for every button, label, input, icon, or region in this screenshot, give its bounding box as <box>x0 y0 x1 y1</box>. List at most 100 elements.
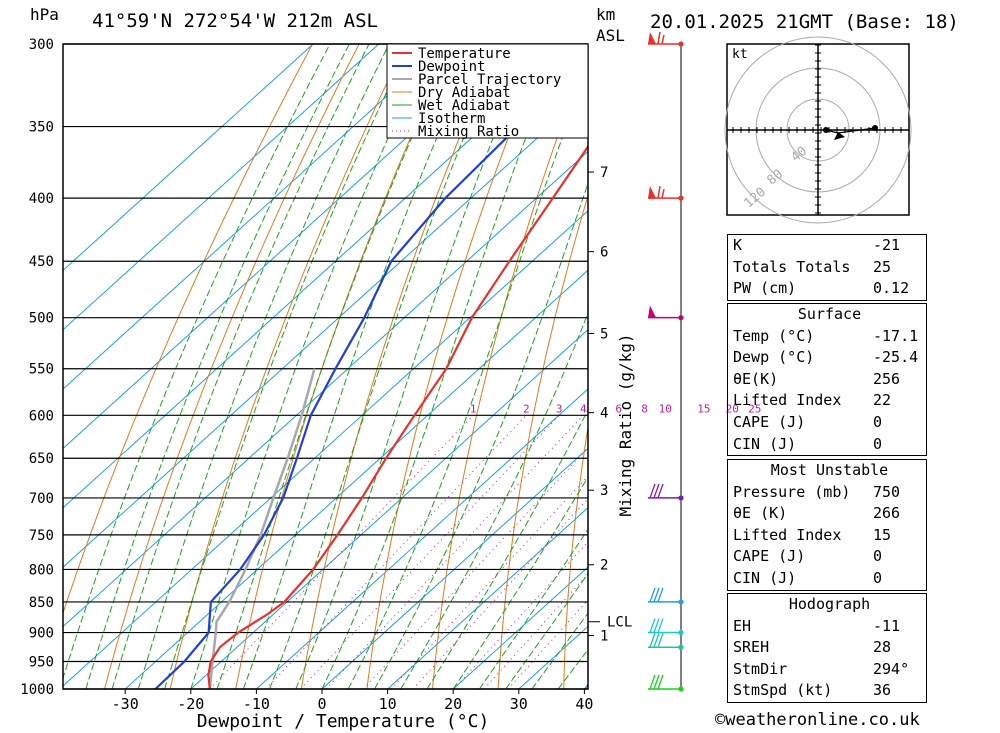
index-label: CIN (J) <box>733 434 797 453</box>
wind-barb-dot <box>678 644 684 650</box>
pressure-tick-label: 600 <box>29 408 54 424</box>
km-tick-label: 5 <box>600 326 608 342</box>
wet-adiabat-line <box>478 528 588 689</box>
mixing-ratio-line <box>363 447 588 689</box>
datetime-label: 20.01.2025 21GMT (Base: 18) <box>650 11 959 33</box>
mixing-ratio-label: 4 <box>580 402 587 415</box>
wet-adiabat-line <box>505 572 588 689</box>
index-value: -17.1 <box>873 326 919 345</box>
isotherm-line <box>124 269 588 689</box>
wind-barb <box>648 305 684 321</box>
isotherm-line <box>63 44 314 272</box>
wind-barb <box>648 633 684 650</box>
temperature-line <box>207 144 588 689</box>
location-label: 41°59'N 272°54'W 212m ASL <box>92 10 378 32</box>
legend-isotherm: Isotherm <box>418 111 485 127</box>
isotherm-line <box>321 447 588 689</box>
hodo-row: EH -11 <box>728 616 926 638</box>
isotherm-line <box>63 210 588 687</box>
wet-adiabat-line <box>137 44 390 689</box>
x-tick-label: 40 <box>575 695 593 713</box>
x-tick-label: -10 <box>243 695 270 713</box>
surface-row: Temp (°C) -17.1 <box>728 326 926 348</box>
surface-row: CIN (J) 0 <box>728 434 926 456</box>
mixing-ratio-line <box>325 414 584 689</box>
mixing-ratio-label: 2 <box>523 402 530 415</box>
wind-barb-dot <box>678 41 684 47</box>
wind-barb-flag <box>653 483 660 499</box>
wind-barb-flag <box>657 483 664 499</box>
index-value: 36 <box>873 681 892 700</box>
index-row-totals: Totals Totals 25 <box>728 257 926 279</box>
wet-adiabat-line <box>374 181 588 689</box>
index-value: 294° <box>873 659 910 678</box>
index-label: StmSpd (kt) <box>733 681 833 700</box>
km-tick-label: 2 <box>600 558 608 574</box>
pressure-tick-label: 700 <box>29 491 54 507</box>
wet-adiabat-line <box>295 44 532 689</box>
index-label: θE (K) <box>733 504 788 523</box>
wind-barb-dot <box>678 195 684 201</box>
asl-label: ASL <box>596 26 625 45</box>
index-label: PW (cm) <box>733 279 797 298</box>
surface-row: θE(K) 256 <box>728 369 926 391</box>
wind-barb-flag <box>661 188 665 199</box>
wet-adiabat-line <box>531 612 588 689</box>
legend-dewpoint: Dewpoint <box>418 59 485 75</box>
wind-barb-flag <box>649 483 656 499</box>
wind-barb-dot <box>678 599 684 605</box>
km-tick-label: 4 <box>600 406 608 422</box>
index-label: CAPE (J) <box>733 412 806 431</box>
isotherm-line <box>63 150 588 628</box>
index-label: Temp (°C) <box>733 326 815 345</box>
pressure-tick-label: 450 <box>29 254 54 270</box>
index-value: 750 <box>873 482 901 501</box>
pressure-tick-label: 950 <box>29 655 54 671</box>
dry-adiabat-line <box>629 44 731 689</box>
km-tick-label: 6 <box>600 245 608 261</box>
mixing-ratio-line <box>412 498 588 689</box>
surface-title: Surface <box>797 305 862 323</box>
index-label: CIN (J) <box>733 568 797 587</box>
index-label: K <box>733 236 743 254</box>
isotherm-line <box>256 388 588 689</box>
surface-row: CAPE (J) 0 <box>728 412 926 434</box>
hodograph-stats-title: Hodograph <box>788 595 871 613</box>
pressure-tick-label: 300 <box>29 37 54 53</box>
mixing-ratio-line <box>300 414 560 689</box>
isotherm-line <box>63 44 511 450</box>
plot-frame <box>62 43 589 690</box>
mixing-ratio-label: 1 <box>470 402 477 415</box>
index-value: 15 <box>873 525 892 544</box>
hodograph-unit-label: kt <box>732 47 748 62</box>
mu-row: Pressure (mb) 750 <box>728 482 926 504</box>
dewpoint-line <box>154 44 588 689</box>
pressure-tick-label: 900 <box>29 626 54 642</box>
legend-parcel: Parcel Trajectory <box>418 72 561 88</box>
parcel-trajectory-line <box>208 368 316 689</box>
index-value: -21 <box>873 236 901 254</box>
index-value: 0 <box>873 434 883 453</box>
wind-barb-pennant <box>648 186 656 199</box>
mixing-ratio-line <box>390 475 588 689</box>
index-value: 22 <box>873 391 892 410</box>
x-tick-label: 0 <box>317 695 326 713</box>
index-label: θE(K) <box>733 369 779 388</box>
legend: Temperature Dewpoint Parcel Trajectory D… <box>386 43 589 140</box>
index-value: 0 <box>873 568 883 587</box>
index-row-k: K -21 <box>728 235 926 257</box>
pressure-tick-label: 400 <box>29 191 54 207</box>
wind-barb <box>648 618 684 636</box>
wind-barb <box>648 31 684 47</box>
km-tick-label: 7 <box>600 165 608 181</box>
pressure-tick-label: 850 <box>29 595 54 611</box>
surface-row: Dewp (°C) -25.4 <box>728 347 926 369</box>
hodo-row: StmDir 294° <box>728 659 926 681</box>
km-unit-label: km <box>596 5 615 24</box>
wind-barb-dot <box>678 495 684 501</box>
wind-barb-flag <box>657 618 664 633</box>
mixing-ratio-line <box>265 414 527 689</box>
hodograph-point-start <box>823 127 829 133</box>
copyright-link[interactable]: ©weatheronline.co.uk <box>715 710 920 730</box>
